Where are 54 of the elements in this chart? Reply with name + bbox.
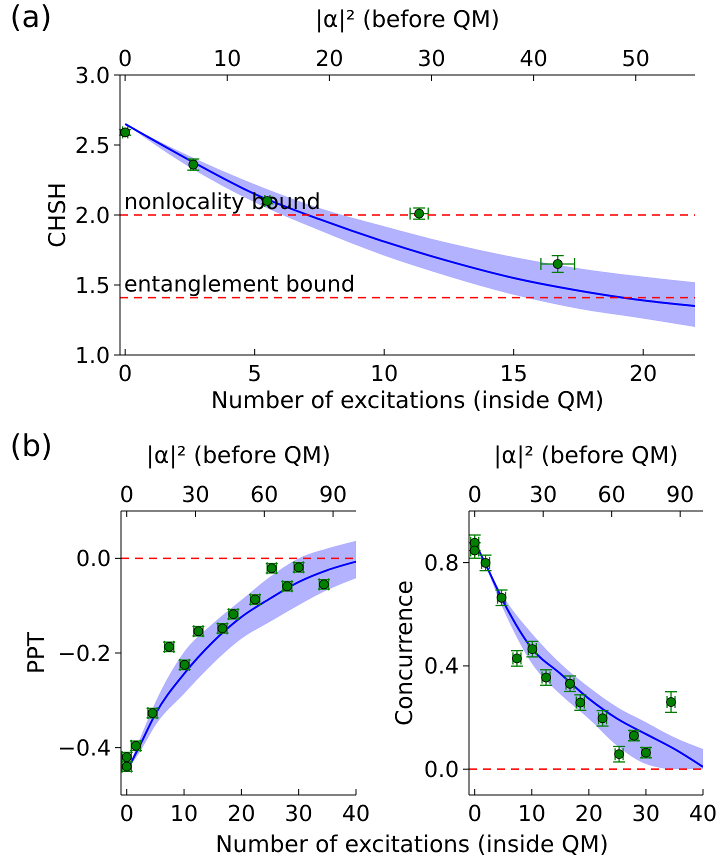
ref-line-label: entanglement bound <box>124 272 355 298</box>
x-tick-label: 30 <box>284 802 313 827</box>
x2-tick-label: 90 <box>319 483 348 508</box>
x2-tick-label: 10 <box>213 47 242 72</box>
y-tick-label: 0.8 <box>424 551 459 576</box>
x-tick-label: 0 <box>468 802 482 827</box>
x2-axis-title: |α|² (before QM) <box>315 7 500 33</box>
x-tick-label: 20 <box>574 802 603 827</box>
x2-tick-label: 0 <box>468 483 482 508</box>
y-tick-label: 3.0 <box>75 64 110 89</box>
x-tick-label: 30 <box>632 802 660 827</box>
x2-tick-label: 30 <box>182 483 210 508</box>
x-axis-title: Number of excitations (inside QM) <box>214 832 610 860</box>
x2-tick-label: 40 <box>520 47 548 72</box>
chart-title: (b) <box>10 429 52 464</box>
point <box>120 127 130 138</box>
x-tick-label: 20 <box>227 802 256 827</box>
x2-tick-label: 30 <box>529 483 558 508</box>
x-tick-label: 40 <box>342 802 370 827</box>
x2-tick-label: 0 <box>118 47 132 72</box>
x-tick-label: 0 <box>120 802 134 827</box>
y-tick-label: 2.5 <box>75 134 110 159</box>
y-tick-label: 1.5 <box>75 274 110 299</box>
x-tick-label: 15 <box>500 362 528 387</box>
y-tick-label: 0.0 <box>76 547 111 572</box>
x-tick-label: 40 <box>689 802 717 827</box>
point <box>552 259 563 269</box>
chart-title: (a) <box>10 0 52 35</box>
x-tick-label: 5 <box>248 362 262 387</box>
x-tick-label: 10 <box>518 802 546 827</box>
y-axis-title: CHSH <box>45 182 71 248</box>
y-tick-label: 2.0 <box>75 204 110 229</box>
x-axis-title: Number of excitations (inside QM) <box>211 388 604 414</box>
x2-axis-title: |α|² (before QM) <box>494 443 678 469</box>
point <box>527 644 538 654</box>
x2-tick-label: 0 <box>120 483 134 508</box>
y-tick-label: 0.0 <box>424 758 459 783</box>
x2-tick-label: 30 <box>418 47 446 72</box>
y-axis-title: Concurrence <box>392 580 418 726</box>
x2-axis-title: |α|² (before QM) <box>146 443 331 469</box>
x2-tick-label: 60 <box>598 483 626 508</box>
y-tick-label: 1.0 <box>75 344 110 369</box>
x2-tick-label: 50 <box>622 47 650 72</box>
y-axis-title: PPT <box>24 631 50 674</box>
x-tick-label: 10 <box>170 802 198 827</box>
x2-tick-label: 90 <box>666 483 694 508</box>
x2-tick-label: 60 <box>250 483 278 508</box>
x-tick-label: 10 <box>370 362 398 387</box>
x2-tick-label: 20 <box>315 47 344 72</box>
y-tick-label: −0.2 <box>58 642 111 667</box>
y-tick-label: −0.4 <box>58 736 111 762</box>
y-tick-label: 0.4 <box>424 654 459 680</box>
x-tick-label: 0 <box>118 362 132 387</box>
x-tick-label: 20 <box>629 362 658 387</box>
